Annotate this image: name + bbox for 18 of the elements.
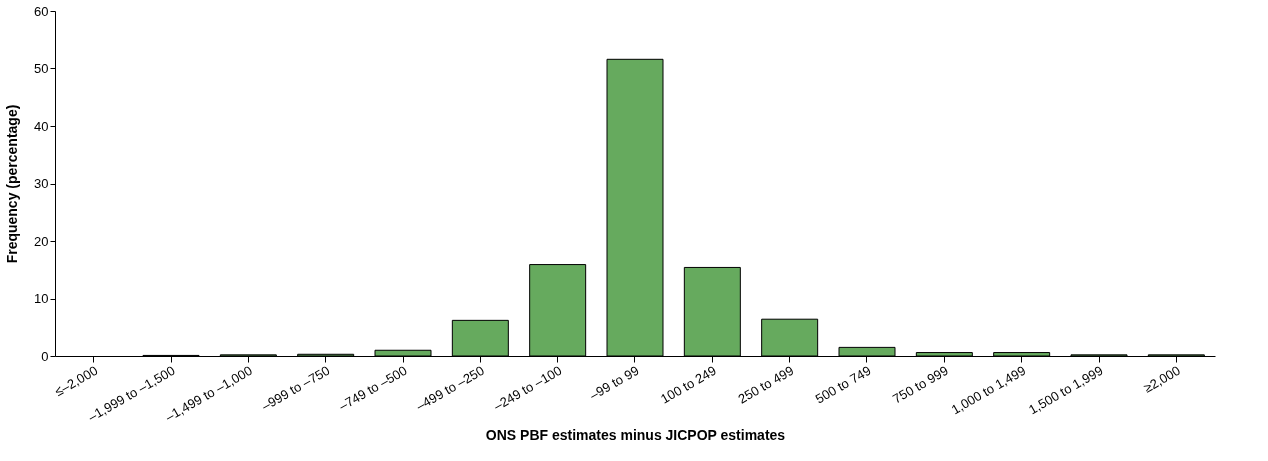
x-tick-label: 500 to 749 [812,362,874,407]
y-tick-label: 0 [41,348,49,364]
y-tick-label: 50 [34,61,49,76]
y-tick-label: 40 [34,118,49,134]
y-axis-title: Frequency (percentage) [4,104,21,264]
y-tick-label: 60 [34,3,49,19]
x-tick-label: –249 to –100 [490,362,565,414]
x-tick-label: 750 to 999 [890,362,951,407]
x-axis-title: ONS PBF estimates minus JICPOP estimates [485,426,786,443]
x-tick-label: –749 to –500 [336,362,410,414]
y-tick-label: 10 [34,291,49,306]
y-tick-label: 20 [34,233,49,249]
y-tick-label: 30 [34,176,49,191]
x-tick-label: 100 to 249 [658,362,719,407]
x-tick-label: –999 to –750 [258,362,333,414]
x-tick-label: –499 to –250 [413,362,487,414]
x-tick-label: –99 to 99 [587,362,642,403]
x-tick-label: 250 to 499 [735,362,797,407]
